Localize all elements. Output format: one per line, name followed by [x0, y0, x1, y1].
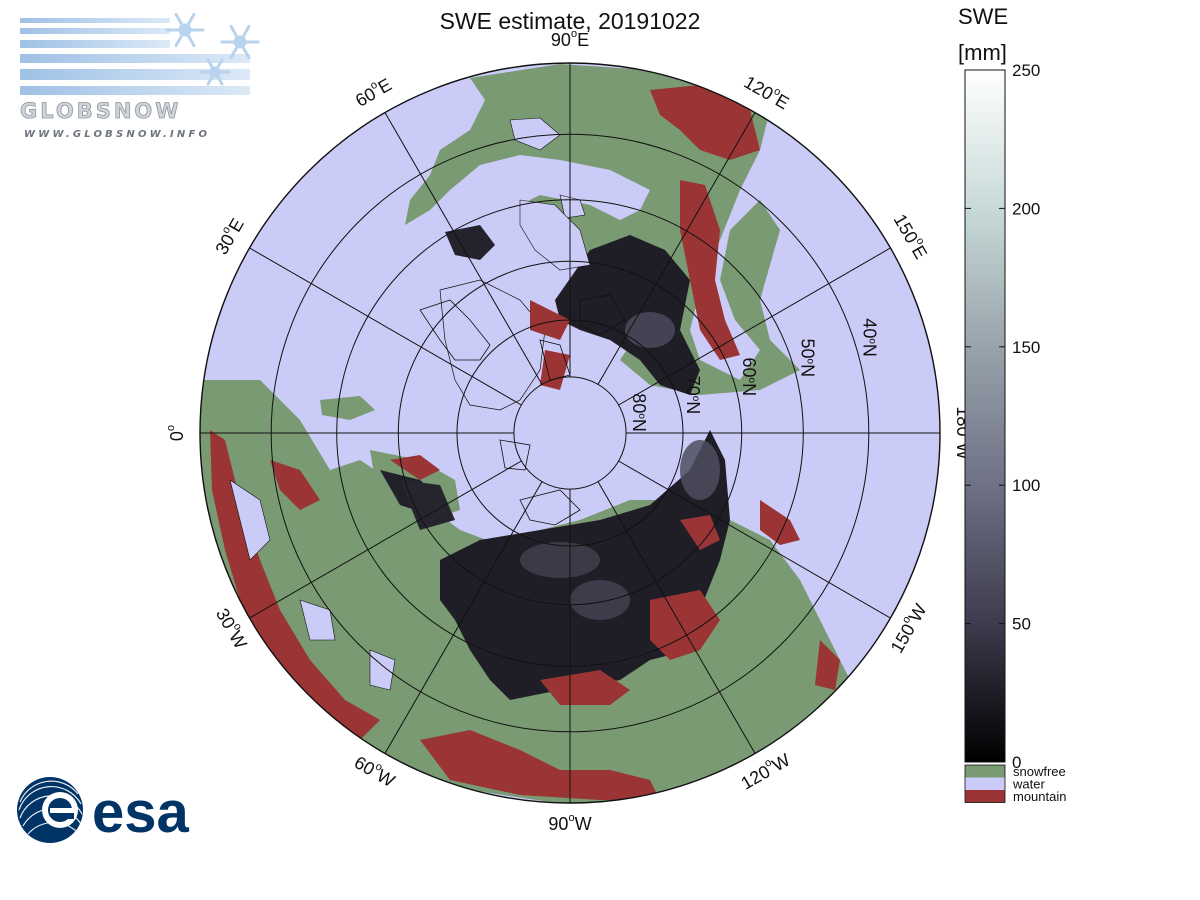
legend-label-snowfree: snowfree — [1013, 764, 1066, 779]
polar-map — [199, 62, 941, 804]
latitude-label: 60oN — [739, 358, 759, 397]
land-greenland — [439, 279, 546, 411]
snow-cover-north-america — [555, 235, 700, 395]
longitude-label: 150oE — [890, 210, 933, 263]
legend-label-mountain: mountain — [1013, 789, 1066, 804]
snowflake-icon — [165, 12, 260, 86]
snow-cover-svalbard — [400, 480, 455, 530]
longitude-label: 90oW — [548, 812, 591, 834]
colorbar-ticks: 250 200 150 100 50 0 — [965, 61, 1040, 772]
land-iceland — [320, 396, 375, 420]
meridian-line — [384, 481, 543, 754]
colorbar-tick-label: 0 — [1012, 753, 1021, 772]
snow-high-swe-patch — [520, 542, 600, 578]
snow-cover-alaska — [445, 225, 495, 260]
esa-wordmark: esa — [92, 780, 190, 845]
snow-high-swe-patch — [570, 580, 630, 620]
legend-swatch-snowfree — [965, 765, 1005, 778]
longitude-label: 0o — [165, 425, 187, 441]
meridian-line — [597, 112, 756, 385]
esa-globe-icon — [17, 777, 83, 843]
longitude-label: 90oE — [551, 28, 589, 50]
latitude-label: 50oN — [797, 339, 817, 378]
meridian-line — [249, 247, 522, 406]
latitude-labels: 80oN 70oN 60oN 50oN 40oN — [629, 318, 880, 432]
latitude-label: 40oN — [860, 318, 880, 357]
latitude-label: 70oN — [683, 376, 703, 415]
map-boundary — [199, 62, 941, 804]
meridian-line — [618, 247, 891, 406]
colorbar-unit: [mm] — [958, 40, 1007, 65]
longitude-label: 30oE — [210, 214, 248, 258]
mountain-areas — [210, 85, 840, 800]
legend-swatch-water — [965, 777, 1005, 790]
colorbar-tick-label: 150 — [1012, 338, 1040, 357]
esa-logo: esa — [17, 777, 190, 845]
globsnow-logo: GLOBSNOW WWW.GLOBSNOW.INFO — [20, 12, 260, 140]
meridian-line — [249, 460, 522, 619]
snow-high-swe-patch — [625, 312, 675, 348]
longitude-label: 60oE — [351, 73, 395, 111]
longitude-label: 120oE — [741, 70, 794, 113]
legend-swatch-mountain — [965, 790, 1005, 803]
colorbar-tick-label: 200 — [1012, 199, 1040, 218]
globsnow-wordmark: GLOBSNOW — [20, 99, 181, 123]
legend-frame — [964, 764, 1006, 803]
map-title: SWE estimate, 20191022 — [439, 8, 701, 34]
meridian-line — [384, 112, 543, 385]
colorbar-tick-label: 50 — [1012, 615, 1031, 634]
legend-label-water: water — [1012, 777, 1045, 792]
colorbar-gradient — [964, 69, 1006, 763]
meridian-line — [618, 460, 891, 619]
colorbar-tick-label: 100 — [1012, 476, 1040, 495]
colorbar: SWE [mm] 250 200 150 100 50 0 snowfreewatermo… — [958, 4, 1066, 804]
latitude-label: 80oN — [629, 393, 649, 432]
colorbar-tick-label: 250 — [1012, 61, 1040, 80]
inland-waters — [229, 117, 591, 691]
graticule — [200, 63, 940, 803]
meridian-line — [597, 481, 756, 754]
globsnow-bars — [20, 18, 250, 95]
snow-high-swe-patch — [680, 440, 720, 500]
colorbar-title: SWE — [958, 4, 1008, 29]
globsnow-url: WWW.GLOBSNOW.INFO — [24, 129, 210, 140]
coastlines — [419, 294, 626, 526]
